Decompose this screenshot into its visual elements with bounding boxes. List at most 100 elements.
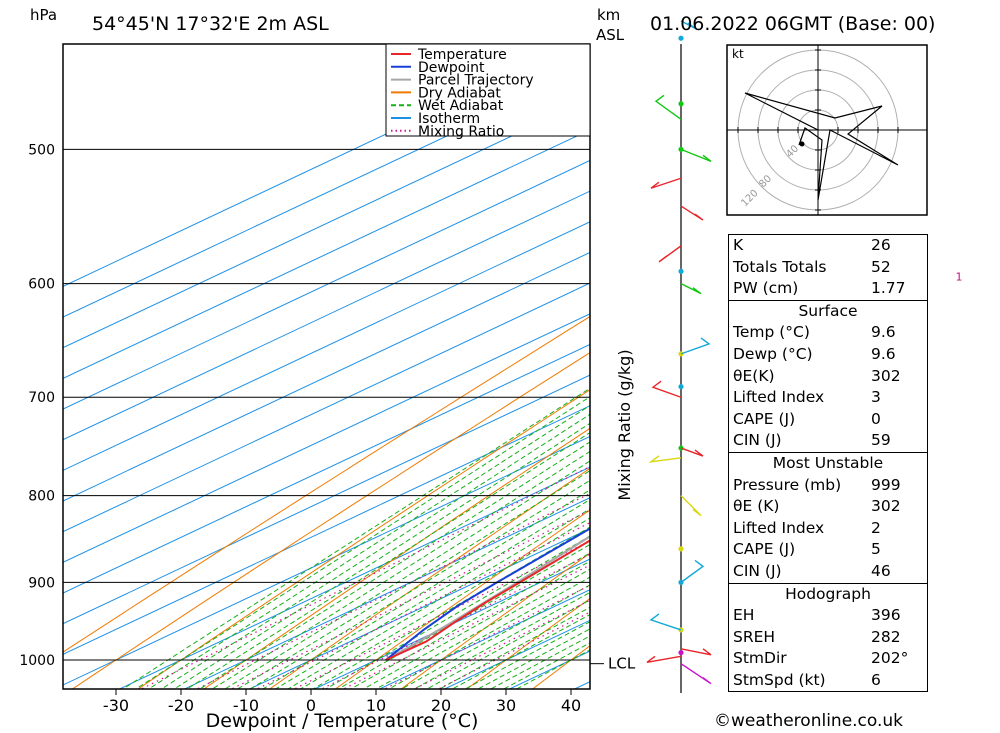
wind-level-dot <box>678 35 684 41</box>
hodograph-row: SREH 282 <box>733 627 901 646</box>
x-tick-label: 30 <box>496 696 516 715</box>
legend-label: Temperature <box>417 47 507 63</box>
stats-row-pw: PW (cm) 1.77 <box>733 279 906 298</box>
x-tick-label: -30 <box>103 696 129 715</box>
most-unstable-row: CAPE (J) 5 <box>733 540 881 559</box>
wind-barb <box>680 559 705 583</box>
wind-barb <box>646 655 682 663</box>
pressure-label-500: 500 <box>28 142 55 158</box>
dry-adiabat-line <box>334 509 590 689</box>
wet-adiabat-line <box>211 450 590 689</box>
dry-adiabat-line <box>268 467 590 689</box>
wind-level-dot <box>678 268 684 274</box>
hodograph-row: StmSpd (kt) 6 <box>733 670 881 689</box>
surface-row: Dewp (°C) 9.6 <box>733 344 896 363</box>
wind-level-dot <box>678 101 684 107</box>
legend-label: Dewpoint <box>418 60 485 76</box>
stats-surface: Surface Temp (°C) 9.6 Dewp (°C) 9.6 θE(K) 3… <box>729 299 927 452</box>
wet-adiabat-line <box>400 584 590 689</box>
surface-row: CAPE (J) 0 <box>733 409 881 428</box>
mixing-ratio-line <box>195 492 590 689</box>
hodograph-unit-label: kt <box>732 47 744 61</box>
legend-label: Parcel Trajectory <box>418 73 534 89</box>
stats-row-k: K 26 <box>733 236 891 254</box>
wind-level-dot <box>678 546 684 552</box>
km-label: km <box>597 6 620 24</box>
hodograph-trace <box>744 92 899 201</box>
isotherm-line <box>118 466 590 689</box>
hodograph-storm-marker <box>799 141 805 147</box>
most-unstable-row: θE (K) 302 <box>733 497 901 516</box>
pressure-label-900: 900 <box>28 575 55 591</box>
wind-barb <box>654 94 682 120</box>
pressure-label-600: 600 <box>28 277 55 293</box>
wet-adiabat-line <box>286 508 590 689</box>
legend-label: Isotherm <box>418 111 480 127</box>
x-tick-label: -20 <box>168 696 194 715</box>
mixing-ratio-line <box>139 465 590 689</box>
wet-adiabat-line <box>438 606 590 689</box>
pressure-label-700: 700 <box>28 390 55 406</box>
dry-adiabat-line <box>137 389 590 689</box>
wind-level-dot <box>678 649 684 656</box>
wind-barb <box>680 283 702 295</box>
temperature-line <box>385 539 590 661</box>
wind-barb <box>650 177 682 189</box>
wet-adiabat-line <box>236 470 590 689</box>
pressure-label-1000: 1000 <box>19 653 55 669</box>
hodograph: kt 40 80 120 <box>726 44 928 216</box>
wind-barb <box>680 648 712 656</box>
wet-adiabat-line <box>198 441 590 689</box>
wet-adiabat-line <box>425 599 590 689</box>
wet-adiabat-line <box>312 526 590 689</box>
datetime-title: 01.06.2022 06GMT (Base: 00) <box>650 13 935 35</box>
most-unstable-title: Most Unstable <box>772 453 884 472</box>
surface-row: Lifted Index 3 <box>733 388 881 407</box>
wind-barb <box>649 613 682 631</box>
stats-hodograph: Hodograph EH 396 SREH 282 StmDir 202° StmSp… <box>729 582 927 692</box>
wet-adiabat-line <box>413 591 590 689</box>
stats-row-totals: Totals Totals 52 <box>733 257 891 276</box>
surface-row: θE(K) 302 <box>733 366 901 385</box>
wind-barb <box>680 20 697 30</box>
hodograph-stats-title: Hodograph <box>785 584 871 603</box>
wet-adiabat-line <box>147 404 590 689</box>
stats-table: K 26 Totals Totals 52 PW (cm) 1.77 Surface … <box>728 234 928 693</box>
wet-adiabat-line <box>387 576 590 689</box>
location-title: 54°45'N 17°32'E 2m ASL <box>92 13 329 35</box>
dry-adiabat-line <box>202 427 590 689</box>
wind-barb <box>648 455 682 463</box>
lcl-label: LCL <box>608 655 636 673</box>
wind-level-dot <box>678 146 684 152</box>
x-tick-label: 40 <box>561 696 581 715</box>
wind-barb <box>680 148 712 162</box>
most-unstable-row: Pressure (mb) 999 <box>733 475 901 494</box>
surface-row: Temp (°C) 9.6 <box>733 323 896 342</box>
wet-adiabat-line <box>324 535 590 689</box>
wet-adiabat-line <box>223 460 590 689</box>
mixing-ratio-label: 1 <box>955 271 962 284</box>
asl-label: ASL <box>596 26 625 44</box>
wind-level-dot <box>678 384 684 390</box>
wet-adiabat-line <box>122 387 590 689</box>
isotherm-line <box>248 527 590 689</box>
wind-barb <box>680 337 711 355</box>
wind-barb <box>680 205 704 221</box>
copyright[interactable]: ©weatheronline.co.uk <box>714 711 904 731</box>
hpa-label: hPa <box>30 6 57 24</box>
x-tick-label: 20 <box>431 696 451 715</box>
most-unstable-row: Lifted Index 2 <box>733 518 881 537</box>
wet-adiabat-line <box>134 396 590 689</box>
x-tick-label: -10 <box>233 696 259 715</box>
wind-barb <box>680 495 702 517</box>
x-axis-label: Dewpoint / Temperature (°C) <box>206 710 479 732</box>
x-tick-label: 0 <box>306 696 316 715</box>
